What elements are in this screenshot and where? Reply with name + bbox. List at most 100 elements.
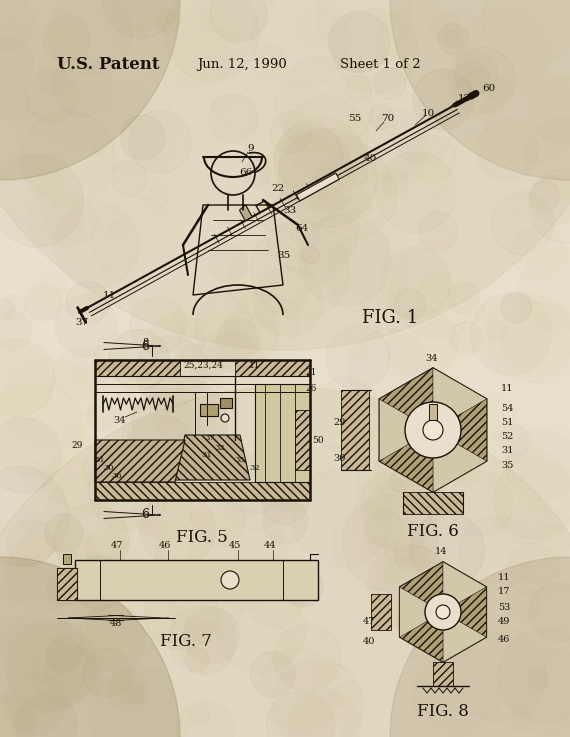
Circle shape	[88, 553, 109, 574]
Text: 40: 40	[363, 638, 376, 646]
Circle shape	[518, 247, 570, 332]
Circle shape	[63, 538, 146, 621]
Circle shape	[13, 106, 38, 132]
Polygon shape	[433, 399, 487, 461]
Text: 50: 50	[312, 436, 324, 444]
Circle shape	[341, 715, 385, 737]
Polygon shape	[379, 368, 487, 492]
Circle shape	[221, 571, 239, 589]
Circle shape	[20, 111, 115, 206]
Text: 52: 52	[501, 431, 514, 441]
Text: 26: 26	[305, 383, 316, 393]
Circle shape	[436, 605, 450, 619]
Circle shape	[243, 160, 271, 187]
Circle shape	[449, 47, 516, 113]
Circle shape	[272, 660, 363, 737]
Circle shape	[266, 691, 335, 737]
Circle shape	[43, 475, 133, 565]
Text: 11: 11	[501, 383, 514, 393]
Circle shape	[275, 56, 373, 153]
Circle shape	[253, 267, 323, 337]
Circle shape	[274, 117, 368, 212]
Text: 51: 51	[95, 456, 105, 464]
Polygon shape	[400, 562, 486, 662]
Text: U.S. Patent: U.S. Patent	[57, 55, 159, 72]
Circle shape	[0, 417, 61, 493]
Circle shape	[367, 545, 451, 629]
Circle shape	[156, 509, 243, 595]
Circle shape	[221, 414, 229, 422]
Circle shape	[270, 111, 312, 154]
Circle shape	[501, 293, 532, 323]
Circle shape	[115, 370, 197, 451]
Text: 47: 47	[363, 618, 376, 626]
Circle shape	[279, 128, 351, 201]
Circle shape	[0, 311, 32, 350]
Text: 10: 10	[421, 108, 435, 117]
Circle shape	[390, 240, 488, 339]
Text: FIG. 5: FIG. 5	[176, 529, 228, 547]
Circle shape	[0, 387, 570, 737]
Circle shape	[366, 664, 400, 698]
Bar	[75, 560, 318, 600]
Circle shape	[11, 708, 33, 730]
Text: 12: 12	[457, 94, 471, 102]
Circle shape	[82, 648, 132, 697]
Circle shape	[190, 704, 210, 724]
Text: Sheet 1 of 2: Sheet 1 of 2	[340, 57, 420, 71]
Text: 17: 17	[498, 587, 511, 596]
Circle shape	[528, 583, 570, 642]
Bar	[403, 492, 463, 514]
Circle shape	[530, 181, 559, 211]
Circle shape	[374, 68, 406, 99]
Polygon shape	[443, 612, 486, 662]
Circle shape	[25, 284, 62, 321]
Polygon shape	[379, 430, 433, 492]
Circle shape	[187, 563, 228, 604]
Circle shape	[250, 652, 295, 697]
Circle shape	[354, 194, 373, 212]
Circle shape	[530, 176, 570, 225]
Text: 35: 35	[278, 251, 291, 259]
Circle shape	[0, 38, 34, 85]
Circle shape	[389, 470, 412, 492]
Circle shape	[292, 469, 391, 568]
Circle shape	[7, 520, 54, 567]
Text: 25,23,24: 25,23,24	[183, 360, 223, 369]
Circle shape	[283, 96, 368, 181]
Circle shape	[0, 557, 180, 737]
Circle shape	[210, 0, 267, 43]
Circle shape	[136, 336, 207, 407]
Circle shape	[284, 567, 323, 607]
Text: 70: 70	[381, 113, 394, 122]
Circle shape	[328, 12, 390, 73]
Circle shape	[109, 329, 169, 390]
Bar	[57, 568, 77, 600]
Circle shape	[425, 594, 461, 630]
Text: 21: 21	[305, 368, 316, 377]
Circle shape	[120, 115, 165, 160]
Circle shape	[316, 144, 390, 218]
Circle shape	[451, 626, 546, 722]
Text: 60: 60	[482, 83, 496, 93]
Circle shape	[177, 701, 235, 737]
Text: 22: 22	[271, 184, 284, 192]
Circle shape	[362, 473, 407, 518]
Circle shape	[487, 321, 507, 341]
Circle shape	[423, 420, 443, 440]
Circle shape	[66, 282, 109, 324]
Circle shape	[111, 0, 165, 32]
Circle shape	[256, 181, 307, 232]
Bar	[95, 360, 180, 376]
Text: 8: 8	[142, 338, 148, 346]
Circle shape	[274, 624, 341, 691]
Text: 54: 54	[501, 403, 514, 413]
Circle shape	[79, 604, 145, 671]
Circle shape	[392, 105, 452, 164]
Text: 46: 46	[159, 542, 171, 551]
Circle shape	[314, 444, 351, 481]
Polygon shape	[443, 562, 486, 612]
Circle shape	[448, 471, 512, 536]
Circle shape	[263, 499, 308, 544]
Circle shape	[493, 435, 540, 482]
